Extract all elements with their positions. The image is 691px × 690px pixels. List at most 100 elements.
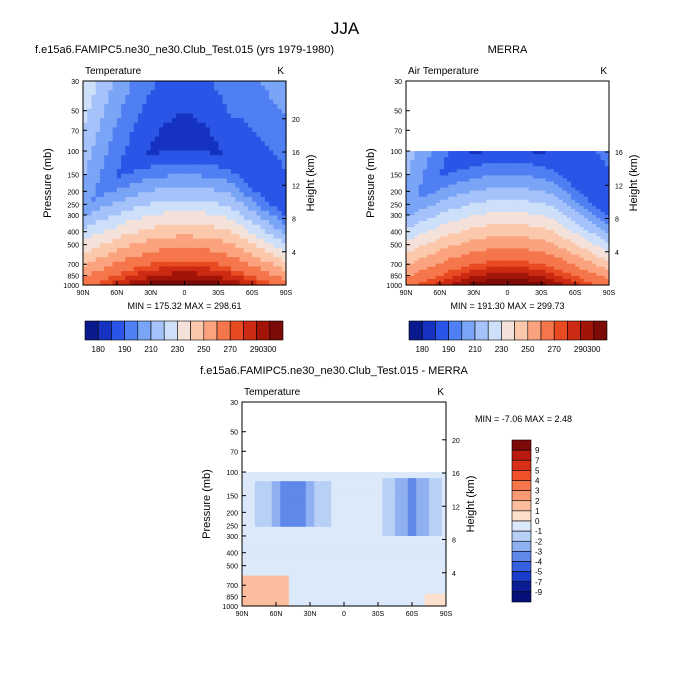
contour-cell	[528, 221, 534, 225]
contour-cell	[288, 502, 294, 507]
contour-cell	[91, 173, 97, 179]
contour-cell	[444, 166, 449, 170]
contour-cell	[322, 478, 328, 482]
contour-cell	[486, 272, 492, 277]
contour-cell	[318, 502, 324, 507]
contour-cell	[566, 151, 572, 155]
contour-cell	[511, 221, 517, 225]
contour-cell	[532, 214, 538, 219]
contour-cell	[382, 472, 388, 476]
contour-cell	[528, 251, 534, 256]
contour-cell	[239, 81, 245, 87]
contour-cell	[427, 169, 432, 173]
contour-cell	[465, 275, 471, 280]
contour-cell	[507, 160, 513, 164]
contour-cell	[431, 193, 437, 198]
contour-cell	[418, 184, 424, 189]
contour-cell	[583, 193, 589, 198]
contour-cell	[121, 104, 126, 110]
contour-cell	[108, 104, 114, 110]
contour-cell	[91, 261, 97, 268]
contour-cell	[83, 220, 88, 226]
contour-cell	[537, 178, 542, 183]
contour-cell	[566, 160, 572, 164]
contour-cell	[222, 271, 228, 277]
contour-cell	[465, 242, 471, 247]
contour-cell	[267, 484, 273, 488]
contour-cell	[418, 269, 424, 274]
contour-cell	[549, 154, 555, 158]
contour-cell	[406, 221, 411, 225]
contour-cell	[180, 252, 186, 258]
contour-cell	[486, 214, 492, 219]
contour-cell	[121, 192, 126, 198]
contour-cell	[226, 266, 232, 272]
contour-cell	[91, 243, 97, 249]
contour-cell	[116, 118, 122, 124]
contour-cell	[410, 263, 416, 268]
contour-cell	[276, 496, 281, 501]
contour-cell	[218, 215, 224, 221]
contour-cell	[243, 220, 249, 226]
contour-cell	[277, 234, 283, 240]
contour-cell	[83, 150, 88, 156]
contour-cell	[137, 252, 143, 258]
contour-cell	[604, 218, 610, 222]
contour-cell	[108, 252, 114, 258]
contour-cell	[441, 484, 447, 488]
contour-cell	[562, 166, 568, 170]
contour-cell	[235, 215, 241, 221]
contour-cell	[515, 172, 521, 176]
contour-cell	[473, 230, 479, 234]
contour-cell	[439, 184, 445, 189]
contour-cell	[129, 141, 135, 147]
contour-cell	[406, 151, 411, 155]
contour-cell	[243, 234, 249, 240]
contour-cell	[273, 224, 279, 230]
contour-cell	[431, 227, 437, 231]
contour-cell	[494, 239, 500, 243]
contour-cell	[545, 248, 551, 253]
contour-cell	[435, 172, 441, 176]
contour-cell	[243, 94, 249, 101]
contour-cell	[541, 193, 547, 198]
contour-cell	[83, 159, 88, 166]
contour-cell	[259, 490, 264, 494]
contour-cell	[444, 214, 449, 219]
contour-cell	[592, 157, 597, 161]
contour-cell	[192, 280, 198, 286]
contour-cell	[507, 236, 513, 240]
contour-cell	[410, 157, 416, 161]
contour-cell	[456, 178, 462, 183]
contour-cell	[575, 190, 580, 195]
contour-cell	[256, 94, 262, 101]
contour-cell	[566, 163, 572, 167]
contour-cell	[515, 169, 521, 173]
contour-cell	[566, 224, 572, 228]
contour-cell	[482, 163, 487, 167]
contour-cell	[549, 187, 555, 192]
contour-cell	[260, 141, 266, 147]
contour-cell	[469, 266, 475, 271]
contour-cell	[537, 224, 542, 228]
contour-cell	[452, 208, 458, 213]
contour-cell	[239, 173, 245, 179]
contour-cell	[477, 163, 483, 167]
contour-cell	[288, 481, 294, 485]
contour-cell	[243, 187, 249, 193]
contour-cell	[91, 136, 97, 142]
contour-cell	[490, 157, 496, 161]
contour-cell	[269, 215, 274, 221]
contour-cell	[284, 484, 290, 488]
contour-cell	[142, 183, 148, 189]
contour-cell	[361, 478, 366, 482]
variable-label: Air Temperature	[408, 66, 479, 77]
contour-cell	[524, 199, 530, 204]
contour-cell	[259, 502, 264, 507]
contour-cell	[142, 257, 148, 263]
contour-cell	[310, 508, 315, 513]
contour-cell	[176, 113, 181, 119]
contour-cell	[520, 266, 526, 271]
contour-cell	[532, 178, 538, 183]
contour-cell	[121, 155, 126, 161]
